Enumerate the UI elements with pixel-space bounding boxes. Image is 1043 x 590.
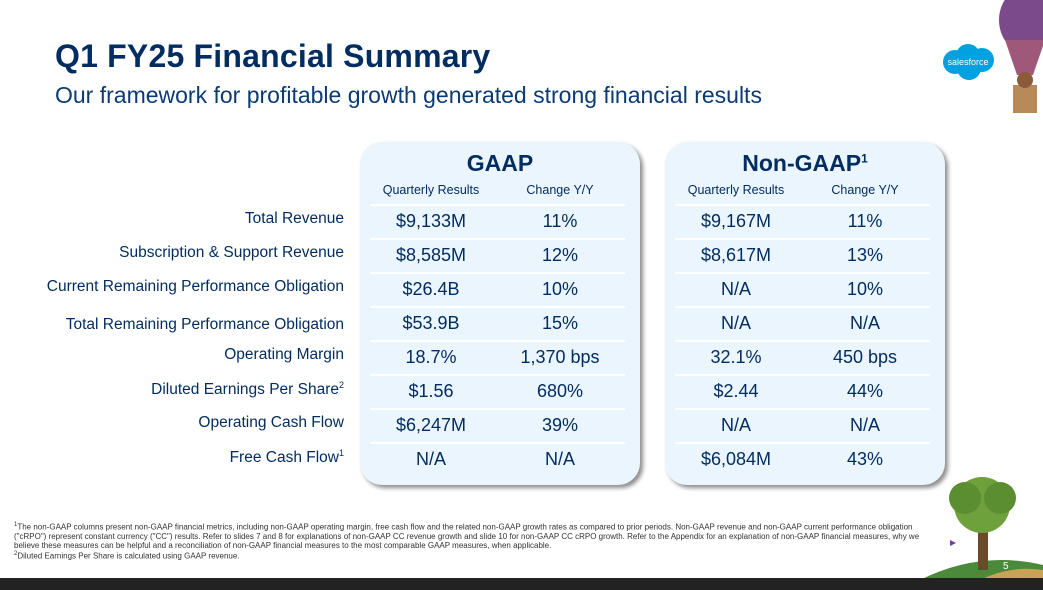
quarterly-result: $9,167M [700, 211, 772, 231]
quarterly-result: N/A [720, 279, 751, 299]
change-yy: N/A [849, 415, 880, 435]
gaap-title: GAAP [466, 150, 534, 176]
gaap-table-row: $8,585M 12% [370, 238, 625, 270]
change-yy: N/A [544, 449, 575, 469]
gaap-table-row: $53.9B 15% [370, 306, 625, 338]
nongaap-table-row: $6,084M 43% [675, 442, 930, 474]
nongaap-table-row: N/A 10% [675, 272, 930, 304]
nongaap-col-change: Change Y/Y [831, 183, 899, 197]
change-yy: 11% [847, 211, 883, 231]
change-yy: 680% [536, 381, 584, 401]
quarterly-result: $53.9B [402, 313, 460, 333]
salesforce-logo: salesforce [943, 44, 994, 80]
nongaap-table-row: N/A N/A [675, 306, 930, 338]
row-label: Subscription & Support Revenue [119, 244, 344, 261]
nongaap-table-row: $8,617M 13% [675, 238, 930, 270]
footnote-1: 1The non-GAAP columns present non-GAAP f… [14, 522, 920, 551]
page-subtitle: Our framework for profitable growth gene… [55, 82, 762, 108]
row-label: Current Remaining Performance Obligation [46, 278, 344, 295]
gaap-table-row: $1.56 680% [370, 374, 625, 406]
gaap-table-row: N/A N/A [370, 442, 625, 474]
gaap-col-change: Change Y/Y [526, 183, 594, 197]
change-yy: 15% [541, 313, 579, 333]
gaap-col-quarterly: Quarterly Results [382, 183, 480, 197]
row-label: Free Cash Flow1 [229, 448, 344, 467]
change-yy: 450 bps [832, 347, 898, 367]
change-yy: 44% [846, 381, 884, 401]
quarterly-result: N/A [720, 415, 751, 435]
gaap-table-row: $9,133M 11% [370, 204, 625, 236]
quarterly-result: $6,247M [395, 415, 467, 435]
change-yy: 13% [846, 245, 884, 265]
nongaap-table-row: $2.44 44% [675, 374, 930, 406]
quarterly-result: $8,617M [700, 245, 772, 265]
bottom-bar [0, 578, 1043, 590]
quarterly-result: $2.44 [713, 381, 759, 401]
row-label: Operating Cash Flow [198, 414, 344, 431]
quarterly-result: $1.56 [408, 381, 454, 401]
butterfly-icon [950, 540, 956, 546]
quarterly-result: 18.7% [405, 347, 457, 367]
change-yy: N/A [849, 313, 880, 333]
quarterly-result: 32.1% [710, 347, 762, 367]
quarterly-result: $6,084M [700, 449, 772, 469]
footnote-2: 2Diluted Earnings Per Share is calculate… [14, 551, 240, 561]
footnotes: 1The non-GAAP columns present non-GAAP f… [14, 521, 934, 561]
change-yy: 43% [846, 449, 884, 469]
gaap-table-row: $6,247M 39% [370, 408, 625, 440]
nongaap-table-row: $9,167M 11% [675, 204, 930, 236]
quarterly-result: $26.4B [402, 279, 460, 299]
gaap-table-row: 18.7% 1,370 bps [370, 340, 625, 372]
gaap-card: GAAP Quarterly Results Change Y/Y $9,133… [360, 142, 640, 485]
row-label: Operating Margin [224, 346, 344, 363]
row-label: Diluted Earnings Per Share2 [151, 380, 344, 399]
nongaap-card: Non-GAAP1 Quarterly Results Change Y/Y $… [665, 142, 945, 485]
quarterly-result: N/A [720, 313, 751, 333]
change-yy: 11% [542, 211, 578, 231]
change-yy: 1,370 bps [520, 347, 600, 367]
nongaap-table-row: N/A N/A [675, 408, 930, 440]
change-yy: 39% [541, 415, 579, 435]
tree-illustration [920, 477, 1043, 580]
change-yy: 10% [846, 279, 884, 299]
page-number: 5 [1003, 561, 1009, 572]
change-yy: 12% [541, 245, 579, 265]
nongaap-title: Non-GAAP1 [742, 150, 868, 176]
row-label: Total Revenue [244, 210, 344, 227]
change-yy: 10% [541, 279, 579, 299]
quarterly-result: $9,133M [395, 211, 467, 231]
quarterly-result: N/A [415, 449, 446, 469]
nongaap-table-row: 32.1% 450 bps [675, 340, 930, 372]
row-label: Total Remaining Performance Obligation [65, 316, 344, 333]
nongaap-col-quarterly: Quarterly Results [687, 183, 785, 197]
svg-text:salesforce: salesforce [947, 57, 988, 67]
balloon-illustration [999, 0, 1043, 113]
quarterly-result: $8,585M [395, 245, 467, 265]
page-title: Q1 FY25 Financial Summary [55, 38, 491, 74]
gaap-table-row: $26.4B 10% [370, 272, 625, 304]
